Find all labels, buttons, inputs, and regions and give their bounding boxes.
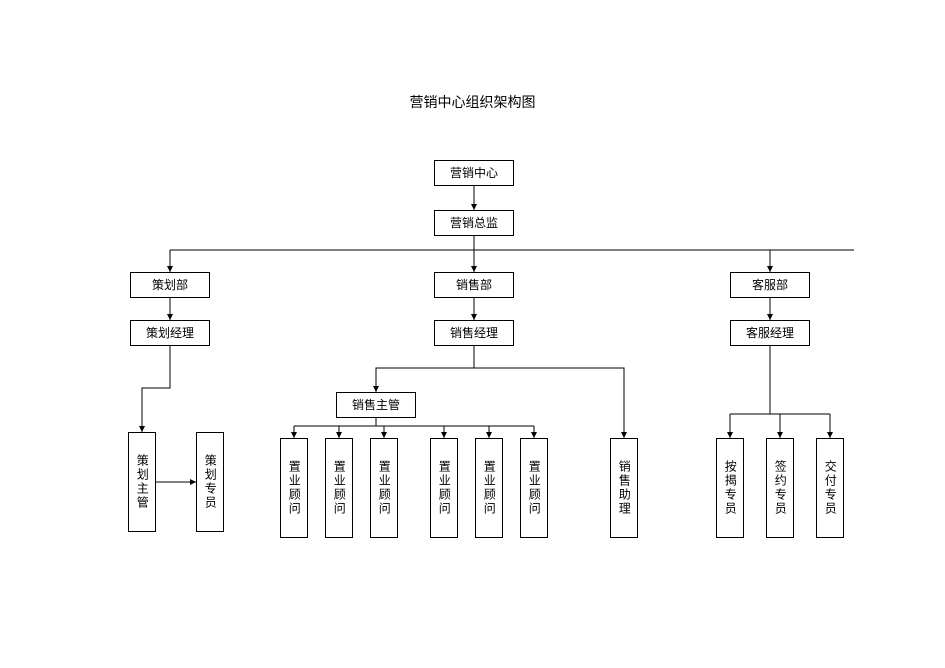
- node-sales-mgr: 销售经理: [434, 320, 514, 346]
- node-plan-dept: 策划部: [130, 272, 210, 298]
- node-cons-6: 置业顾问: [520, 438, 548, 538]
- node-cons-2: 置业顾问: [325, 438, 353, 538]
- node-director: 营销总监: [434, 210, 514, 236]
- node-sales-dept: 销售部: [434, 272, 514, 298]
- node-sales-asst: 销售助理: [610, 438, 638, 538]
- node-cons-5: 置业顾问: [475, 438, 503, 538]
- diagram-title: 营销中心组织架构图: [0, 92, 945, 112]
- node-root: 营销中心: [434, 160, 514, 186]
- node-cs-c: 交付专员: [816, 438, 844, 538]
- node-plan-spec: 策划专员: [196, 432, 224, 532]
- node-plan-mgr: 策划经理: [130, 320, 210, 346]
- node-cs-b: 签约专员: [766, 438, 794, 538]
- node-cs-a: 按揭专员: [716, 438, 744, 538]
- node-cs-mgr: 客服经理: [730, 320, 810, 346]
- node-cons-3: 置业顾问: [370, 438, 398, 538]
- node-cons-4: 置业顾问: [430, 438, 458, 538]
- node-sales-sup: 销售主管: [336, 392, 416, 418]
- node-cs-dept: 客服部: [730, 272, 810, 298]
- node-cons-1: 置业顾问: [280, 438, 308, 538]
- node-plan-sup: 策划主管: [128, 432, 156, 532]
